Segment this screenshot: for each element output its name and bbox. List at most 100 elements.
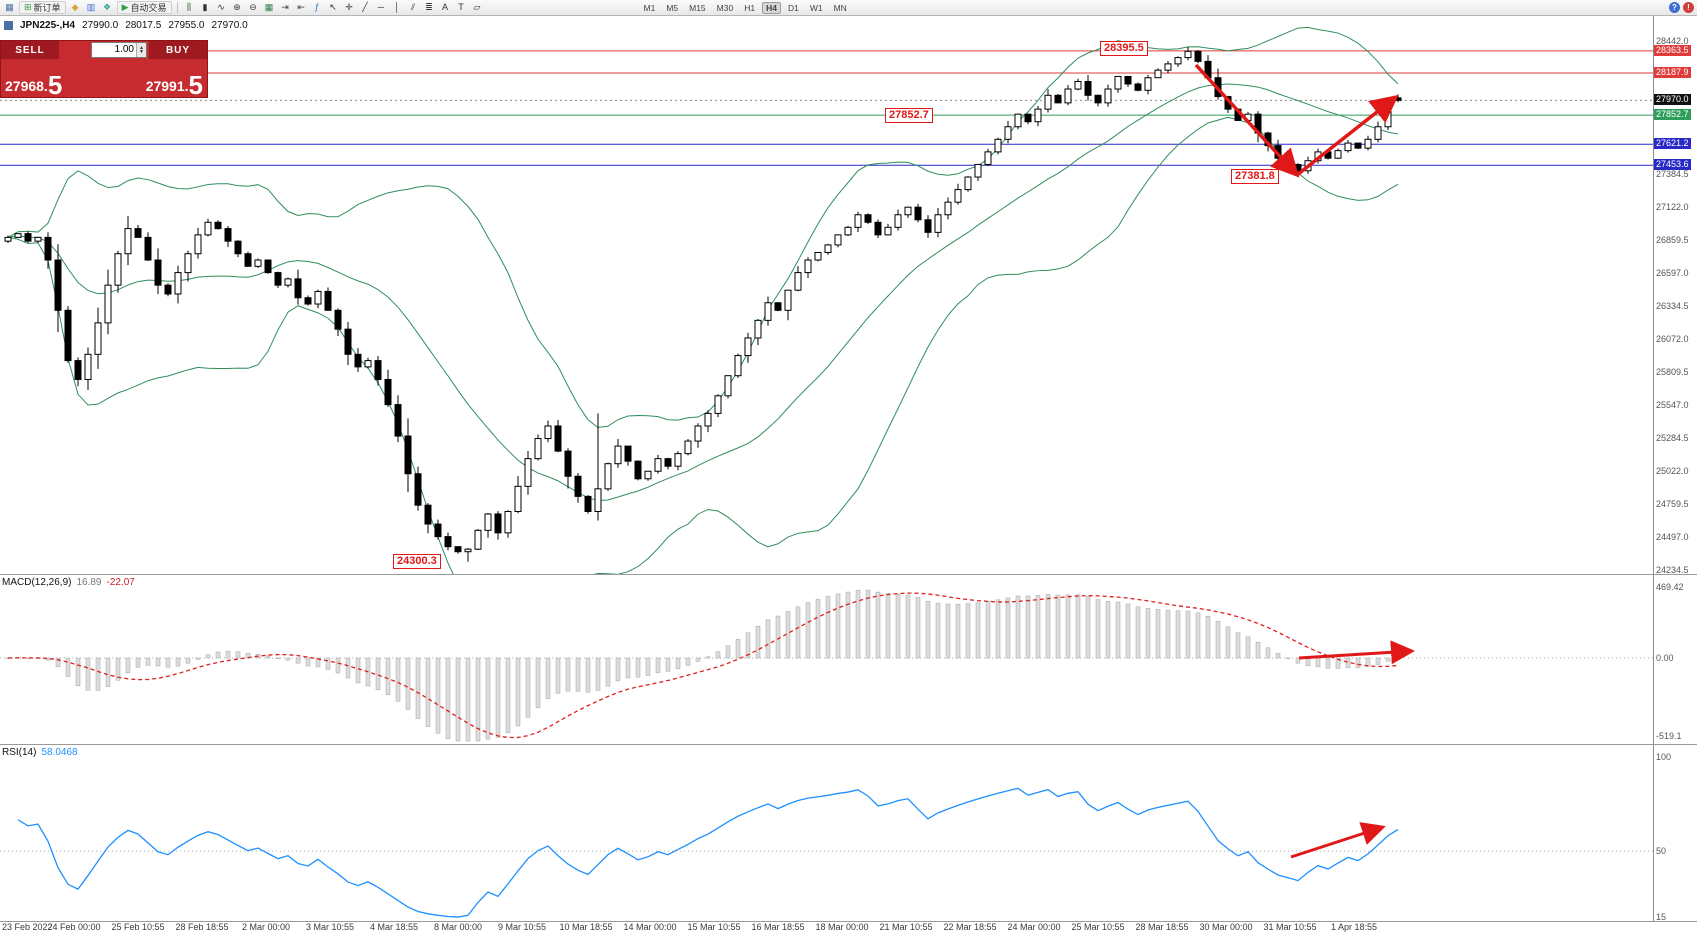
channel-icon[interactable]: ⫽ bbox=[410, 2, 415, 12]
lot-size-stepper[interactable]: ▲ ▼ bbox=[136, 43, 146, 57]
algo-trading-button-label: 自动交易 bbox=[130, 3, 167, 13]
candlestick-chart-icon[interactable]: ▮ bbox=[202, 2, 208, 12]
time-axis-label: 18 Mar 00:00 bbox=[815, 922, 869, 932]
candlestick-chart[interactable] bbox=[0, 16, 1653, 574]
auto-scroll-icon[interactable]: ⇥ bbox=[281, 2, 289, 12]
price-axis-label: 25022.0 bbox=[1656, 465, 1689, 476]
chart-window-icon[interactable]: ▦ bbox=[3, 1, 16, 14]
timeframe-h1[interactable]: H1 bbox=[744, 2, 756, 13]
sell-button[interactable]: SELL bbox=[1, 41, 59, 59]
time-axis-label: 3 Mar 10:55 bbox=[305, 922, 355, 932]
navigator-icon[interactable]: ❖ bbox=[101, 1, 114, 14]
zoom-out-icon[interactable]: ⊖ bbox=[249, 2, 257, 12]
algo-trading-button[interactable]: ▶ 自动交易 bbox=[116, 1, 172, 14]
rsi-panel: RSI(14) 58.0468 100 50 15 bbox=[0, 744, 1697, 922]
buy-button[interactable]: BUY bbox=[149, 41, 207, 59]
macd-axis-label: 469.42 bbox=[1656, 582, 1684, 592]
vertical-line-icon[interactable]: │ bbox=[394, 2, 400, 12]
timeframe-d1[interactable]: D1 bbox=[787, 2, 799, 13]
crosshair-icon[interactable]: ✛ bbox=[345, 2, 353, 12]
price-axis-label: 28442.0 bbox=[1656, 36, 1689, 46]
horizontal-line-icon[interactable]: ─ bbox=[377, 2, 385, 12]
timeframe-m1[interactable]: M1 bbox=[643, 2, 656, 13]
rsi-label: RSI(14) 58.0468 bbox=[2, 747, 78, 758]
one-click-trading-widget: SELL 1.00 ▲ ▼ BUY 27968. 5 27991. 5 bbox=[0, 40, 208, 98]
chart-window-icon-glyph: ▦ bbox=[5, 2, 14, 12]
algo-trading-button-glyph: ▶ bbox=[121, 2, 129, 12]
time-axis-label: 31 Mar 10:55 bbox=[1263, 922, 1317, 932]
price-line-label: 27852.7 bbox=[1654, 109, 1691, 121]
price-axis-label: 27384.5 bbox=[1656, 168, 1689, 179]
buy-price-pip: 5 bbox=[188, 70, 203, 100]
timeframe-h4[interactable]: H4 bbox=[762, 1, 781, 14]
alert-icon[interactable]: ! bbox=[1683, 2, 1694, 13]
macd-value: 16.89 bbox=[76, 577, 102, 588]
history-center-icon[interactable]: ◆ bbox=[69, 1, 82, 14]
time-axis[interactable]: 23 Feb 2022 24 Feb 00:00 25 Feb 10:55 28 Fe… bbox=[0, 921, 1697, 933]
timeframe-w1[interactable]: W1 bbox=[809, 2, 823, 13]
symbol-header: JPN225-,H4 27990.0 28017.5 27955.0 27970… bbox=[4, 20, 248, 31]
toolbar-right-group: ?! bbox=[1669, 2, 1694, 13]
rsi-axis-label: 50 bbox=[1656, 846, 1667, 857]
macd-label: MACD(12,26,9) 16.89 -22.07 bbox=[2, 577, 135, 588]
price-axis[interactable]: 28442.0 27384.5 27122.0 26859.5 26597.0 26334… bbox=[1653, 16, 1697, 575]
price-axis-label: 25284.5 bbox=[1656, 432, 1689, 443]
zoom-in-icon[interactable]: ⊕ bbox=[233, 2, 241, 12]
chart-shift-icon[interactable]: ⇤ bbox=[297, 2, 305, 12]
price-annotation: 24300.3 bbox=[393, 554, 441, 569]
toolbar-left-group: ▦ ⊞ 新订单 ◆ ▥ ❖ ▶ 自动交易 bbox=[3, 1, 172, 14]
time-axis-label: 22 Mar 18:55 bbox=[943, 922, 997, 932]
sell-price-pip: 5 bbox=[47, 70, 63, 100]
lot-size-value[interactable]: 1.00 bbox=[114, 44, 134, 55]
main-chart-panel: JPN225-,H4 27990.0 28017.5 27955.0 27970… bbox=[0, 16, 1697, 575]
history-center-icon-glyph: ◆ bbox=[71, 2, 79, 12]
ohlc-open: 27990.0 bbox=[82, 20, 119, 31]
price-annotation: 27852.7 bbox=[885, 108, 933, 123]
macd-chart[interactable] bbox=[0, 575, 1653, 744]
ohlc-high: 28017.5 bbox=[125, 20, 162, 31]
trendline-icon[interactable]: ╱ bbox=[362, 2, 368, 12]
price-line-label: 27621.2 bbox=[1654, 138, 1691, 150]
price-line-label: 28187.9 bbox=[1654, 66, 1691, 78]
tile-windows-icon[interactable]: ▦ bbox=[264, 2, 274, 12]
sell-price-main: 27968. bbox=[5, 78, 48, 94]
line-chart-icon[interactable]: ∿ bbox=[217, 2, 225, 12]
bar-chart-icon[interactable]: ⫼ bbox=[186, 2, 192, 12]
cursor-icon[interactable]: ↖ bbox=[329, 2, 337, 12]
price-axis-label: 27122.0 bbox=[1656, 201, 1689, 212]
timeframe-m15[interactable]: M15 bbox=[689, 2, 706, 13]
macd-axis-label: -519.1 bbox=[1656, 731, 1682, 741]
shapes-icon[interactable]: ▱ bbox=[473, 2, 481, 12]
time-axis-label: 8 Mar 00:00 bbox=[433, 922, 483, 932]
text-icon[interactable]: A bbox=[441, 2, 448, 12]
chart-icon bbox=[4, 21, 13, 30]
macd-axis-label: 0.00 bbox=[1656, 653, 1674, 663]
new-order-button-glyph: ⊞ bbox=[24, 2, 32, 12]
time-axis-label: 25 Feb 10:55 bbox=[111, 922, 165, 932]
macd-signal-value: -22.07 bbox=[106, 577, 135, 588]
help-icon[interactable]: ? bbox=[1669, 2, 1680, 13]
fibonacci-icon[interactable]: ≣ bbox=[425, 2, 433, 12]
sell-price[interactable]: 27968. 5 bbox=[5, 70, 63, 100]
price-axis-label: 25547.0 bbox=[1656, 399, 1689, 410]
price-axis-label: 26859.5 bbox=[1656, 234, 1689, 245]
rsi-axis[interactable]: 100 50 15 bbox=[1653, 745, 1697, 922]
price-axis-label: 24234.5 bbox=[1656, 565, 1689, 575]
indicators-icon[interactable]: ƒ bbox=[314, 2, 320, 12]
timeframe-mn[interactable]: MN bbox=[833, 2, 847, 13]
timeframe-m30[interactable]: M30 bbox=[716, 2, 734, 13]
market-watch-icon-glyph: ▥ bbox=[86, 2, 96, 12]
time-axis-label: 28 Feb 18:55 bbox=[175, 922, 229, 932]
macd-axis[interactable]: 469.42 0.00 -519.1 bbox=[1653, 575, 1697, 744]
new-order-button[interactable]: ⊞ 新订单 bbox=[19, 1, 66, 14]
label-icon[interactable]: T bbox=[458, 2, 464, 12]
lot-size-input[interactable]: 1.00 ▲ ▼ bbox=[91, 42, 147, 58]
rsi-chart[interactable] bbox=[0, 745, 1653, 921]
buy-price[interactable]: 27991. 5 bbox=[146, 70, 203, 100]
market-watch-icon[interactable]: ▥ bbox=[85, 1, 98, 14]
timeframe-m5[interactable]: M5 bbox=[666, 2, 679, 13]
price-axis-label: 26597.0 bbox=[1656, 267, 1689, 278]
toolbar-tools-group: ⫼ ▮ ∿ ⊕ ⊖ ▦ ⇥ ⇤ ƒ ↖ ✛ ╱ ─ │ ⫽ ≣ A T ▱ bbox=[183, 1, 484, 14]
time-axis-label: 2 Mar 00:00 bbox=[241, 922, 291, 932]
time-axis-label: 4 Mar 18:55 bbox=[369, 922, 419, 932]
